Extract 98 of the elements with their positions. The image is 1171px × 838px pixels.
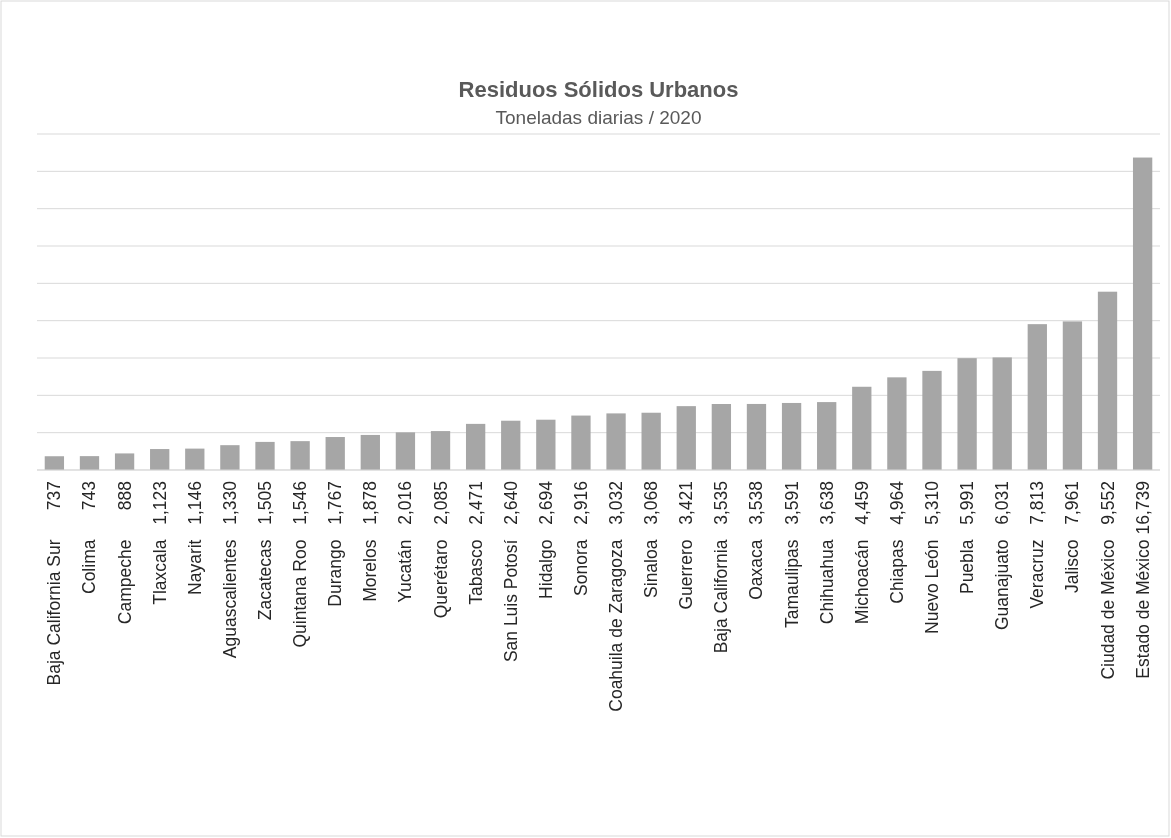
- x-tick-label: Tlaxcala: [149, 539, 170, 605]
- x-tick-label: Sonora: [570, 539, 591, 596]
- bar: [746, 403, 767, 470]
- bar: [185, 448, 205, 470]
- x-tick-label: Estado de México: [1132, 539, 1153, 679]
- x-tick-label: Campeche: [114, 539, 135, 625]
- data-label: 3,591: [781, 481, 802, 525]
- data-label: 1,767: [325, 481, 346, 525]
- data-label: 9,552: [1097, 481, 1118, 525]
- bar: [641, 412, 661, 470]
- bar: [44, 456, 65, 470]
- x-tick-label: Guerrero: [676, 539, 697, 610]
- x-tick-label: Nuevo León: [921, 539, 942, 634]
- x-tick-label: Oaxaca: [746, 539, 767, 600]
- data-label: 5,310: [921, 480, 942, 525]
- data-label: 1,123: [149, 481, 170, 525]
- bar: [571, 415, 591, 470]
- bar: [79, 456, 100, 470]
- bar: [887, 377, 907, 470]
- x-tick-label: Quintana Roo: [290, 539, 311, 648]
- x-tick-label: Michoacán: [851, 539, 872, 625]
- x-tick-label: Colima: [79, 539, 100, 594]
- data-label: 1,878: [360, 481, 381, 525]
- bar: [501, 420, 521, 470]
- data-label: 2,016: [395, 481, 416, 525]
- x-tick-label: Chihuahua: [816, 539, 837, 625]
- bar: [676, 406, 696, 470]
- x-tick-label: Sinaloa: [641, 539, 662, 598]
- x-tick-label: Nayarit: [184, 539, 205, 595]
- bar: [606, 413, 626, 470]
- bar: [220, 445, 240, 470]
- bar: [957, 358, 977, 470]
- x-tick-label: Yucatán: [395, 539, 416, 603]
- data-label: 888: [114, 481, 135, 511]
- x-tick-label: Querétaro: [430, 539, 451, 619]
- data-label: 2,916: [570, 481, 591, 525]
- data-label: 3,421: [676, 481, 697, 525]
- chart-title: Residuos Sólidos Urbanos: [458, 77, 739, 102]
- data-label: 2,085: [430, 481, 451, 525]
- bar: [360, 434, 380, 470]
- bar: [781, 402, 802, 470]
- data-label: 5,991: [957, 481, 978, 525]
- bar: [255, 441, 275, 470]
- x-tick-label: Durango: [325, 539, 346, 607]
- data-label: 1,330: [219, 480, 240, 525]
- data-label: 3,068: [641, 481, 662, 525]
- data-label: 3,535: [711, 481, 732, 525]
- x-tick-label: Coahuila de Zaragoza: [606, 539, 627, 712]
- bar: [325, 437, 345, 470]
- x-tick-label: Tabasco: [465, 539, 486, 605]
- data-label: 4,459: [851, 481, 872, 525]
- bar: [290, 441, 310, 470]
- bar: [1132, 157, 1153, 470]
- data-label: 3,032: [606, 481, 627, 525]
- bar: [536, 419, 556, 470]
- bar: [430, 431, 451, 470]
- x-tick-label: Hidalgo: [535, 539, 556, 599]
- bar: [114, 453, 135, 470]
- data-label: 1,546: [290, 481, 311, 525]
- bar: [922, 370, 942, 470]
- x-tick-label: Baja California: [711, 539, 732, 654]
- bar: [395, 432, 416, 470]
- x-tick-label: Tamaulipas: [781, 539, 802, 629]
- x-tick-label: Veracruz: [1027, 539, 1048, 609]
- data-label: 737: [44, 481, 65, 511]
- data-label: 6,031: [992, 481, 1013, 525]
- x-tick-label: Chiapas: [886, 539, 907, 604]
- x-tick-label: Guanajuato: [992, 539, 1013, 631]
- bar: [992, 357, 1012, 470]
- bar: [465, 423, 486, 470]
- x-tick-label: Aguascalientes: [219, 539, 240, 659]
- bar: [1062, 321, 1083, 470]
- x-tick-label: Zacatecas: [255, 539, 276, 621]
- chart-subtitle: Toneladas diarias / 2020: [495, 107, 702, 128]
- x-tick-label: Ciudad de México: [1097, 539, 1118, 680]
- bar: [150, 449, 170, 470]
- data-label: 743: [79, 481, 100, 511]
- bar: [852, 386, 872, 470]
- data-label: 3,638: [816, 481, 837, 525]
- data-label: 2,694: [535, 480, 556, 525]
- bar: [1027, 324, 1047, 470]
- x-tick-label: Morelos: [360, 539, 381, 602]
- bar: [711, 404, 732, 470]
- data-label: 4,964: [886, 480, 907, 525]
- x-tick-label: Jalisco: [1062, 539, 1083, 594]
- data-label: 7,813: [1027, 481, 1048, 525]
- data-label: 3,538: [746, 481, 767, 525]
- bar: [1097, 291, 1118, 470]
- bar: [817, 402, 837, 470]
- x-tick-label: Baja California Sur: [44, 539, 65, 686]
- x-tick-label: San Luis Potosí: [500, 539, 521, 663]
- data-label: 2,640: [500, 480, 521, 525]
- data-label: 1,146: [184, 481, 205, 525]
- data-label: 16,739: [1132, 481, 1153, 535]
- data-label: 2,471: [465, 481, 486, 525]
- data-label: 7,961: [1062, 481, 1083, 525]
- x-tick-label: Puebla: [957, 539, 978, 595]
- data-label: 1,505: [255, 481, 276, 525]
